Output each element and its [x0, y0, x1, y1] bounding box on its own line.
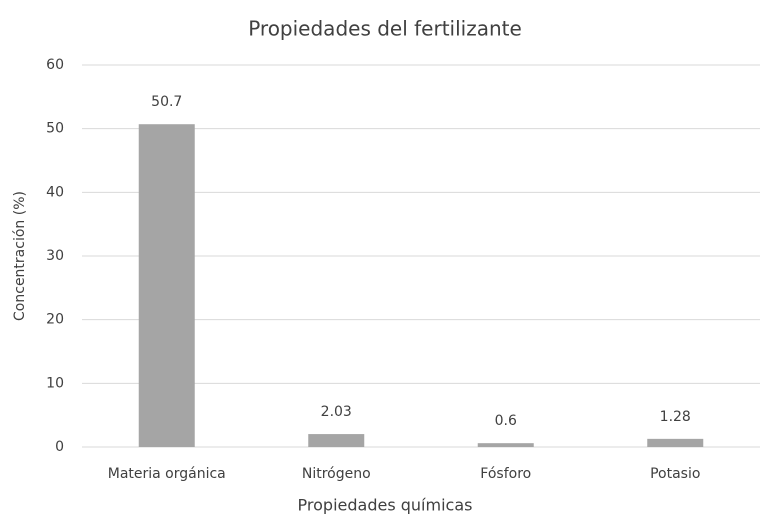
x-tick-label: Nitrógeno: [302, 466, 371, 482]
data-label: 1.28: [660, 409, 691, 425]
bar: [477, 443, 534, 447]
x-tick-label: Materia orgánica: [108, 466, 226, 482]
x-tick-label: Fósforo: [480, 466, 531, 482]
data-label: 2.03: [321, 404, 352, 420]
y-tick-label: 30: [46, 248, 64, 264]
bar: [308, 434, 365, 447]
y-axis-label: Concentración (%): [12, 191, 28, 321]
chart-title: Propiedades del fertilizante: [248, 17, 522, 41]
bar: [138, 124, 195, 448]
data-label: 0.6: [495, 413, 517, 429]
y-tick-label: 20: [46, 312, 64, 328]
y-tick-label: 60: [46, 57, 64, 73]
y-tick-label: 40: [46, 184, 64, 200]
x-tick-label: Potasio: [650, 466, 700, 482]
y-tick-label: 10: [46, 375, 64, 391]
x-axis-label: Propiedades químicas: [298, 496, 473, 515]
y-tick-label: 0: [55, 439, 64, 455]
data-label: 50.7: [151, 94, 182, 110]
bar: [647, 438, 704, 447]
y-tick-label: 50: [46, 121, 64, 137]
